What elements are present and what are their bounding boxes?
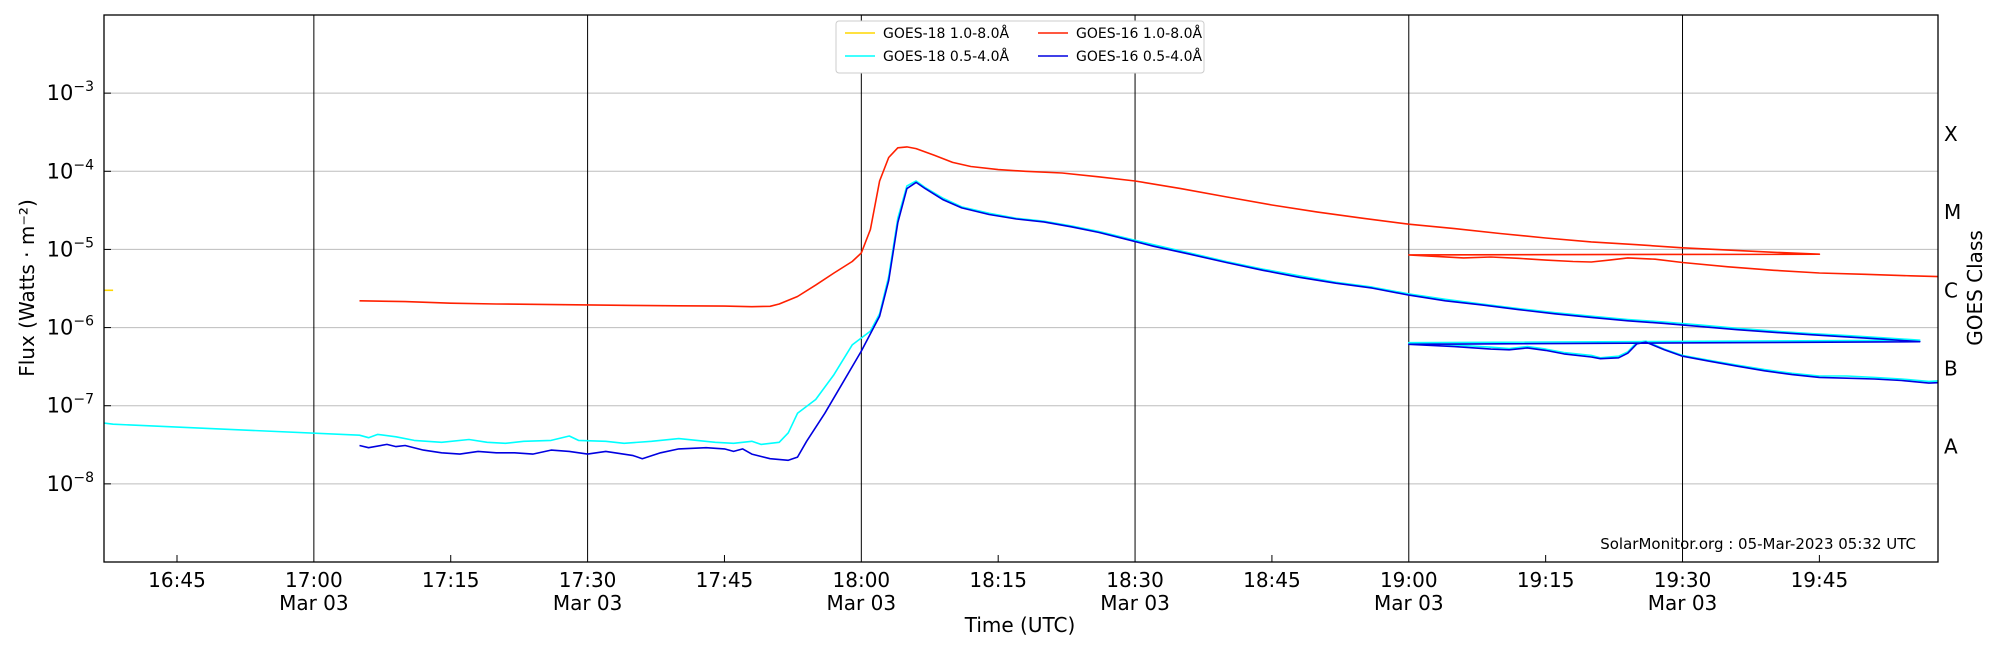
legend-box xyxy=(835,20,1205,74)
y-tick-label-exponent: −4 xyxy=(73,157,94,173)
source-watermark: SolarMonitor.org : 05-Mar-2023 05:32 UTC xyxy=(1600,535,1916,553)
y-tick-label: 10−6 xyxy=(47,314,94,340)
legend-label: GOES-18 0.5-4.0Å xyxy=(883,48,1009,65)
x-tick-label-date: Mar 03 xyxy=(1648,591,1718,615)
legend-label: GOES-16 0.5-4.0Å xyxy=(1076,48,1202,65)
goes-class-label: X xyxy=(1944,122,1958,146)
x-tick-label-time: 18:15 xyxy=(969,568,1027,592)
y-tick-label-base: 10 xyxy=(47,316,74,340)
y-tick-label-base: 10 xyxy=(47,81,74,105)
x-tick-label-time: 17:30 xyxy=(559,568,617,592)
x-tick-label-time: 18:00 xyxy=(833,568,891,592)
goes-class-label: A xyxy=(1944,435,1958,459)
goes-class-axis-label: GOES Class xyxy=(1963,230,1987,346)
y-tick-label: 10−5 xyxy=(47,235,94,261)
x-tick-label-date: Mar 03 xyxy=(1374,591,1444,615)
y-axis-label: Flux (Watts · m⁻²) xyxy=(15,199,39,377)
goes-class-label: C xyxy=(1944,278,1958,302)
y-tick-label-exponent: −3 xyxy=(73,79,94,95)
goes-class-label: B xyxy=(1944,356,1958,380)
x-tick-label-time: 17:45 xyxy=(696,568,754,592)
y-tick-label: 10−8 xyxy=(47,470,94,496)
y-tick-label-exponent: −5 xyxy=(73,235,94,251)
series-lines xyxy=(104,146,1938,462)
x-tick-label-time: 17:15 xyxy=(422,568,480,592)
series-line-4 xyxy=(359,181,1938,462)
x-tick-label-date: Mar 03 xyxy=(827,591,897,615)
y-tick-label: 10−7 xyxy=(47,392,94,418)
series-line-3 xyxy=(359,146,1938,308)
y-tick-label-base: 10 xyxy=(47,237,74,261)
y-tick-label: 10−4 xyxy=(47,157,94,183)
x-tick-label-date: Mar 03 xyxy=(553,591,623,615)
x-tick-label-date: Mar 03 xyxy=(279,591,349,615)
x-tick-label-time: 19:30 xyxy=(1654,568,1712,592)
x-tick-label-time: 16:45 xyxy=(148,568,206,592)
x-tick-label-time: 19:00 xyxy=(1380,568,1438,592)
y-tick-label: 10−3 xyxy=(47,79,94,105)
y-tick-label-exponent: −8 xyxy=(73,470,94,486)
legend-label: GOES-16 1.0-8.0Å xyxy=(1076,25,1202,42)
x-tick-label-date: Mar 03 xyxy=(1100,591,1170,615)
legend-label: GOES-18 1.0-8.0Å xyxy=(883,25,1009,42)
x-tick-label-time: 19:45 xyxy=(1791,568,1849,592)
series-line-2 xyxy=(104,180,1938,446)
x-tick-label-time: 18:30 xyxy=(1106,568,1164,592)
y-tick-label-base: 10 xyxy=(47,394,74,418)
grid xyxy=(104,15,1938,562)
y-tick-label-base: 10 xyxy=(47,472,74,496)
x-axis-label: Time (UTC) xyxy=(964,613,1076,637)
y-tick-label-base: 10 xyxy=(47,159,74,183)
goes-class-label: M xyxy=(1944,200,1961,224)
x-tick-label-time: 17:00 xyxy=(285,568,343,592)
plot-frame xyxy=(103,14,1939,563)
x-tick-label-time: 18:45 xyxy=(1243,568,1301,592)
y-tick-label-exponent: −7 xyxy=(73,392,94,408)
x-tick-label-time: 19:15 xyxy=(1517,568,1575,592)
y-tick-label-exponent: −6 xyxy=(73,314,94,330)
legend: GOES-18 1.0-8.0Å GOES-18 0.5-4.0Å GOES-16 … xyxy=(835,20,1205,74)
